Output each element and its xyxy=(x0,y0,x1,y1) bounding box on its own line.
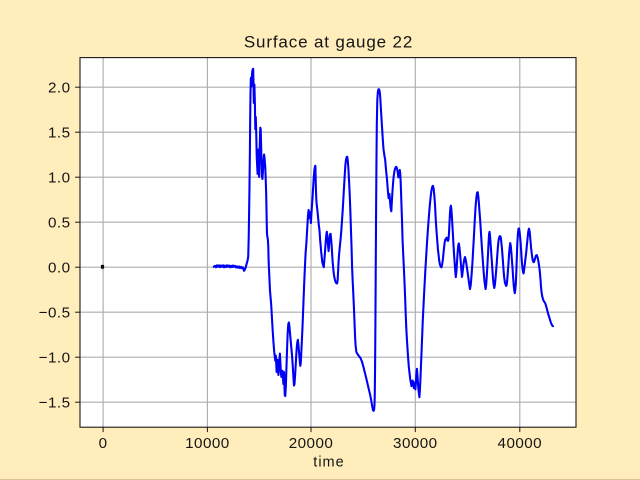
svg-text:0.5: 0.5 xyxy=(48,214,70,231)
svg-text:20000: 20000 xyxy=(289,435,333,452)
svg-text:40000: 40000 xyxy=(498,435,542,452)
svg-text:Surface at gauge 22: Surface at gauge 22 xyxy=(244,33,413,52)
svg-text:0.0: 0.0 xyxy=(48,259,70,276)
svg-text:0: 0 xyxy=(99,435,108,452)
svg-text:−1.5: −1.5 xyxy=(39,394,71,411)
svg-text:1.0: 1.0 xyxy=(48,169,70,186)
svg-text:−1.0: −1.0 xyxy=(39,349,71,366)
svg-text:time: time xyxy=(313,455,344,471)
svg-text:10000: 10000 xyxy=(185,435,229,452)
svg-text:30000: 30000 xyxy=(393,435,437,452)
svg-text:−0.5: −0.5 xyxy=(39,304,71,321)
svg-text:1.5: 1.5 xyxy=(48,124,70,141)
svg-text:2.0: 2.0 xyxy=(48,79,70,96)
